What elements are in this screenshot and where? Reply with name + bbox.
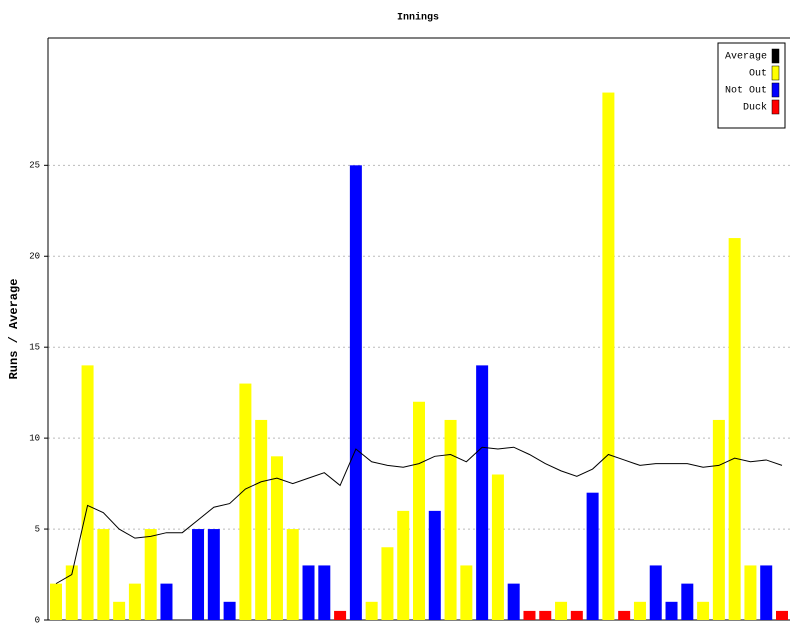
bar	[65, 565, 78, 620]
bar	[491, 474, 504, 620]
bar	[728, 238, 741, 620]
y-axis-label: Runs / Average	[7, 279, 21, 380]
y-tick-label: 0	[35, 615, 40, 625]
bar	[113, 601, 126, 620]
bar	[349, 165, 362, 620]
bar	[334, 610, 347, 620]
bar	[744, 565, 757, 620]
bar	[192, 529, 205, 620]
y-tick-label: 5	[35, 524, 40, 534]
bar	[318, 565, 331, 620]
bar	[255, 419, 268, 620]
bar	[413, 401, 425, 620]
bar	[586, 492, 599, 620]
bar	[523, 610, 536, 620]
bar	[507, 583, 520, 620]
bar	[144, 529, 157, 620]
bar	[381, 547, 394, 620]
legend-swatch	[771, 82, 780, 98]
bar	[302, 565, 315, 620]
bar	[286, 529, 299, 620]
legend-label: Duck	[743, 102, 767, 114]
bar	[128, 583, 141, 620]
legend-label: Out	[749, 69, 767, 80]
legend-label: Average	[725, 52, 767, 63]
y-tick-label: 25	[29, 161, 40, 171]
bar	[760, 565, 773, 620]
bar	[81, 365, 94, 620]
legend-swatch	[771, 99, 780, 115]
bar	[570, 610, 583, 620]
bar	[239, 383, 252, 620]
bar	[555, 601, 568, 620]
bar	[776, 610, 788, 620]
bar	[397, 510, 410, 620]
bar	[681, 583, 694, 620]
y-tick-label: 20	[29, 252, 40, 262]
bar	[712, 419, 725, 620]
average-line	[55, 446, 783, 585]
bar	[633, 601, 646, 620]
bar	[223, 601, 236, 620]
bar	[428, 510, 441, 620]
bar	[97, 529, 110, 620]
legend-swatch	[771, 48, 780, 64]
bar	[618, 610, 631, 620]
bar	[160, 583, 173, 620]
bar	[649, 565, 662, 620]
bar	[50, 583, 62, 620]
bar	[365, 601, 378, 620]
bar	[270, 456, 283, 620]
bar	[207, 529, 220, 620]
bar	[602, 92, 615, 620]
bar	[665, 601, 678, 620]
chart-title: Innings	[397, 12, 439, 24]
legend-label: Not Out	[725, 86, 767, 97]
bar	[697, 601, 710, 620]
y-tick-label: 15	[29, 343, 40, 353]
bar	[444, 419, 457, 620]
bar	[460, 565, 473, 620]
legend-swatch	[771, 65, 780, 81]
bar	[476, 365, 489, 620]
bar	[539, 610, 552, 620]
y-tick-label: 10	[29, 434, 40, 444]
